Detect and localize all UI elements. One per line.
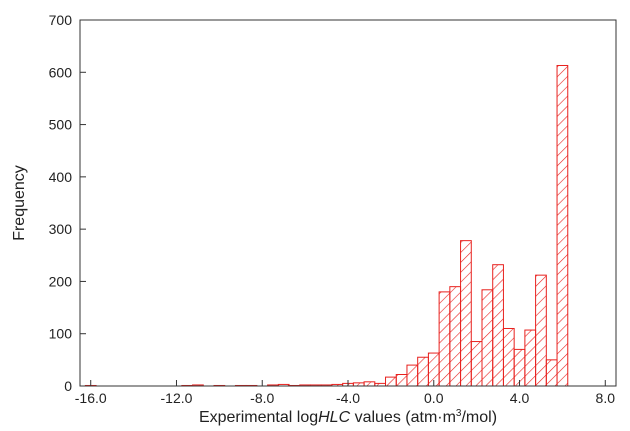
histogram-bar — [492, 264, 504, 387]
histogram-bar — [417, 356, 429, 387]
x-axis-label-prefix: Experimental log — [199, 409, 318, 426]
histogram-bar — [545, 359, 558, 387]
x-axis-label-suffix: values (atm·m — [350, 409, 456, 426]
histogram-bar — [470, 341, 483, 387]
histogram-bar — [460, 240, 472, 387]
y-tick-label: 100 — [49, 326, 73, 342]
x-tick-label: -8.0 — [250, 390, 274, 406]
ticks-layer: -16.0 -12.0 -8.0 -4.0 0.0 4.0 8.0 0 100 200 300 400… — [49, 12, 616, 406]
x-axis-label-end: /mol) — [461, 409, 497, 426]
x-axis-label-superscript: 3 — [456, 408, 462, 419]
x-axis-label: Experimental logHLC values (atm·m3/mol) — [199, 408, 497, 426]
x-tick-label: -12.0 — [161, 390, 193, 406]
histogram-bar — [363, 381, 376, 387]
x-tick-label: 8.0 — [596, 390, 616, 406]
y-axis-label: Frequency — [11, 165, 28, 241]
histogram-bar — [535, 274, 547, 387]
x-tick-label: 0.0 — [424, 390, 444, 406]
x-tick-label: 4.0 — [510, 390, 530, 406]
y-tick-label: 0 — [64, 378, 72, 394]
y-tick-label: 600 — [49, 64, 73, 80]
histogram-bar — [556, 64, 569, 387]
y-tick-label: 300 — [49, 221, 73, 237]
x-tick-label: -4.0 — [336, 390, 360, 406]
histogram-bar — [502, 327, 515, 387]
histogram-bar — [481, 289, 494, 387]
x-tick-label: -16.0 — [75, 390, 107, 406]
y-tick-label: 200 — [49, 273, 73, 289]
histogram-bar — [395, 374, 408, 387]
y-tick-label: 400 — [49, 169, 73, 185]
histogram-bar — [524, 329, 537, 387]
histogram-bar — [406, 364, 419, 387]
x-axis-label-italic: HLC — [318, 409, 350, 426]
y-tick-label: 700 — [49, 12, 73, 28]
histogram-bar — [438, 291, 451, 387]
y-tick-label: 500 — [49, 117, 73, 133]
histogram-bar — [449, 286, 462, 387]
histogram-bar — [385, 376, 397, 387]
bars-layer — [84, 64, 569, 387]
